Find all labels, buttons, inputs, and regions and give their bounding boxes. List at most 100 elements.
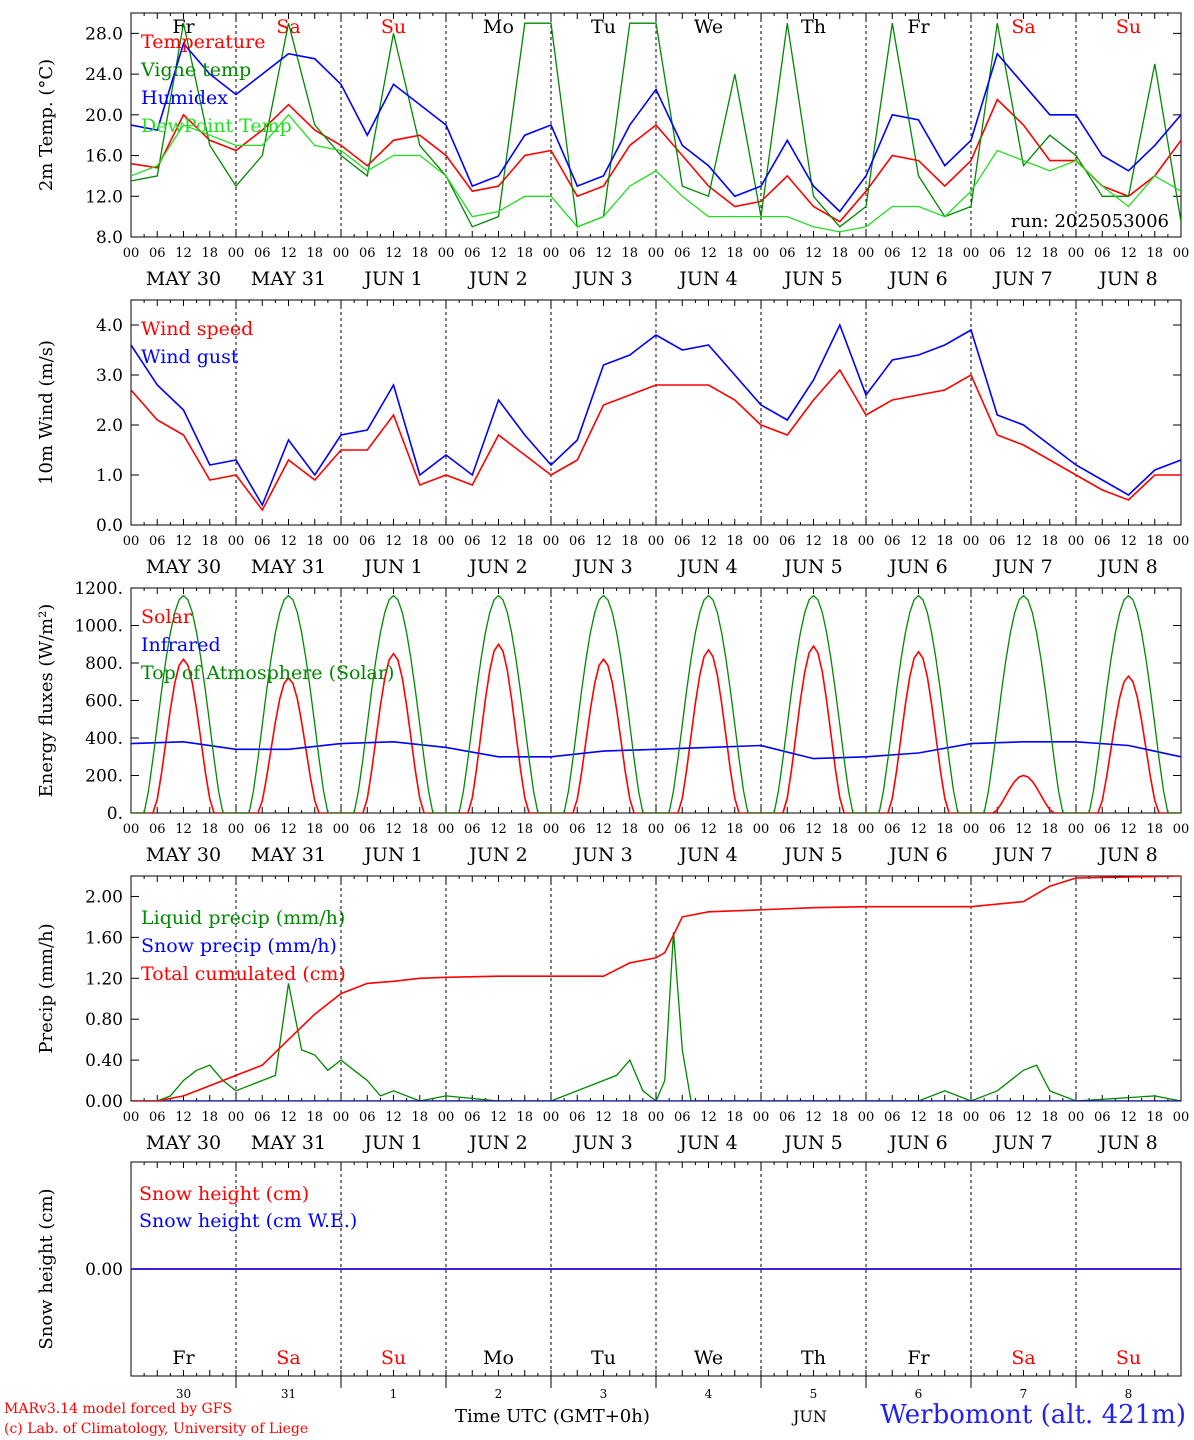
hour-label: 12 bbox=[805, 1110, 822, 1125]
hour-label: 00 bbox=[123, 822, 140, 837]
hour-label: 12 bbox=[175, 246, 192, 261]
y-tick-label: 3.0 bbox=[96, 366, 123, 386]
y-tick-label: 8.0 bbox=[96, 228, 123, 248]
hour-label: 18 bbox=[306, 822, 323, 837]
hour-label: 06 bbox=[359, 534, 376, 549]
date-label: JUN 1 bbox=[362, 844, 422, 866]
hour-label: 12 bbox=[490, 822, 507, 837]
hour-label: 06 bbox=[464, 1110, 481, 1125]
hour-label: 00 bbox=[543, 1110, 560, 1125]
hour-label: 00 bbox=[543, 822, 560, 837]
hour-label: 06 bbox=[989, 246, 1006, 261]
series-group bbox=[131, 594, 1181, 813]
legend-entry: Top of Atmosphere (Solar) bbox=[141, 662, 394, 684]
date-label: JUN 7 bbox=[992, 1132, 1052, 1154]
hour-label: 18 bbox=[936, 822, 953, 837]
date-label: MAY 31 bbox=[251, 844, 326, 866]
hour-label: 00 bbox=[648, 822, 665, 837]
day-number: 1 bbox=[390, 1387, 398, 1401]
hour-label: 18 bbox=[726, 822, 743, 837]
hour-label: 06 bbox=[1094, 822, 1111, 837]
hour-label: 00 bbox=[123, 534, 140, 549]
hour-label: 00 bbox=[228, 1110, 245, 1125]
hour-label: 00 bbox=[333, 534, 350, 549]
series-line-wind-speed bbox=[131, 368, 1181, 512]
day-number: 30 bbox=[176, 1387, 191, 1401]
y-tick-label: 1.60 bbox=[85, 928, 123, 948]
date-label: JUN 7 bbox=[992, 556, 1052, 578]
y-tick-label: 4.0 bbox=[96, 316, 123, 336]
hour-label: 18 bbox=[411, 534, 428, 549]
hour-label: 18 bbox=[201, 534, 218, 549]
hour-label: 06 bbox=[569, 1110, 586, 1125]
date-label: JUN 4 bbox=[677, 1132, 737, 1154]
hour-label: 06 bbox=[779, 822, 796, 837]
day-name-top: Sa bbox=[276, 16, 300, 38]
y-tick-label: 24.0 bbox=[85, 65, 123, 85]
hour-label: 00 bbox=[228, 246, 245, 261]
hour-label: 18 bbox=[306, 534, 323, 549]
hour-label: 00 bbox=[438, 822, 455, 837]
hour-label: 18 bbox=[621, 822, 638, 837]
hour-label: 06 bbox=[149, 246, 166, 261]
day-name-top: Th bbox=[801, 16, 826, 38]
hour-label: 18 bbox=[936, 1110, 953, 1125]
y-tick-label: 2.0 bbox=[96, 416, 123, 436]
hour-label: 12 bbox=[1015, 246, 1032, 261]
day-number: 4 bbox=[705, 1387, 713, 1401]
day-name-bottom: Fr bbox=[907, 1347, 930, 1369]
date-label: JUN 5 bbox=[782, 1132, 842, 1154]
date-label: JUN 2 bbox=[467, 556, 527, 578]
panel-3: 0. 200. 400. 600. 800. 1000. 1200. Energy fluxe… bbox=[36, 579, 1189, 866]
hour-label: 18 bbox=[201, 1110, 218, 1125]
hour-label: 00 bbox=[753, 822, 770, 837]
date-label: MAY 31 bbox=[251, 556, 326, 578]
y-tick-label: 1000. bbox=[74, 617, 123, 637]
plot-frame bbox=[130, 299, 1182, 526]
date-label: JUN 8 bbox=[1097, 268, 1157, 290]
hour-label: 18 bbox=[936, 246, 953, 261]
day-name-bottom: Fr bbox=[172, 1347, 195, 1369]
hour-label: 00 bbox=[438, 534, 455, 549]
series-line-top-of-atmosphere-solar- bbox=[131, 594, 1181, 813]
hour-label: 18 bbox=[516, 822, 533, 837]
day-name-top: Sa bbox=[1011, 16, 1035, 38]
day-name-top: Su bbox=[1116, 16, 1141, 38]
day-name-bottom: Su bbox=[381, 1347, 406, 1369]
lab-credit: (c) Lab. of Climatology, University of L… bbox=[4, 1421, 309, 1437]
hour-label: 18 bbox=[831, 246, 848, 261]
panel-4: 0.00 0.40 0.80 1.20 1.60 2.00 Precip (mm/h) 00 0… bbox=[36, 875, 1189, 1154]
hour-label: 18 bbox=[1146, 1110, 1163, 1125]
hour-label: 06 bbox=[1094, 246, 1111, 261]
hour-label: 12 bbox=[595, 246, 612, 261]
legend-entry: Snow height (cm W.E.) bbox=[139, 1210, 357, 1232]
date-label: MAY 30 bbox=[146, 268, 221, 290]
legend-entry: DewPoint Temp bbox=[141, 115, 292, 137]
hour-label: 00 bbox=[858, 534, 875, 549]
day-number: 3 bbox=[600, 1387, 608, 1401]
hour-label: 18 bbox=[201, 822, 218, 837]
day-number: 8 bbox=[1125, 1387, 1133, 1401]
hour-label: 18 bbox=[1041, 822, 1058, 837]
legend-entry: Solar bbox=[141, 606, 193, 628]
day-name-top: Mo bbox=[483, 16, 514, 38]
hour-label: 06 bbox=[1094, 1110, 1111, 1125]
hour-label: 18 bbox=[1041, 246, 1058, 261]
y-tick-label: 0.00 bbox=[85, 1092, 123, 1112]
date-label: JUN 5 bbox=[782, 844, 842, 866]
hour-label: 18 bbox=[726, 1110, 743, 1125]
series-line-solar bbox=[131, 642, 1181, 813]
y-tick-label: 16.0 bbox=[85, 147, 123, 167]
date-label: JUN 8 bbox=[1097, 844, 1157, 866]
hour-label: 06 bbox=[779, 534, 796, 549]
hour-label: 12 bbox=[910, 822, 927, 837]
y-axis-title: Energy fluxes (W/m²) bbox=[36, 604, 57, 798]
panel-5: 0.00 Snow height (cm) Snow height (cm) Snow… bbox=[36, 1161, 1182, 1401]
hour-label: 00 bbox=[648, 246, 665, 261]
hour-label: 12 bbox=[385, 246, 402, 261]
hour-label: 12 bbox=[385, 1110, 402, 1125]
series-group bbox=[131, 876, 1181, 1101]
hour-label: 12 bbox=[805, 246, 822, 261]
day-name-top: Su bbox=[381, 16, 406, 38]
hour-label: 06 bbox=[569, 246, 586, 261]
